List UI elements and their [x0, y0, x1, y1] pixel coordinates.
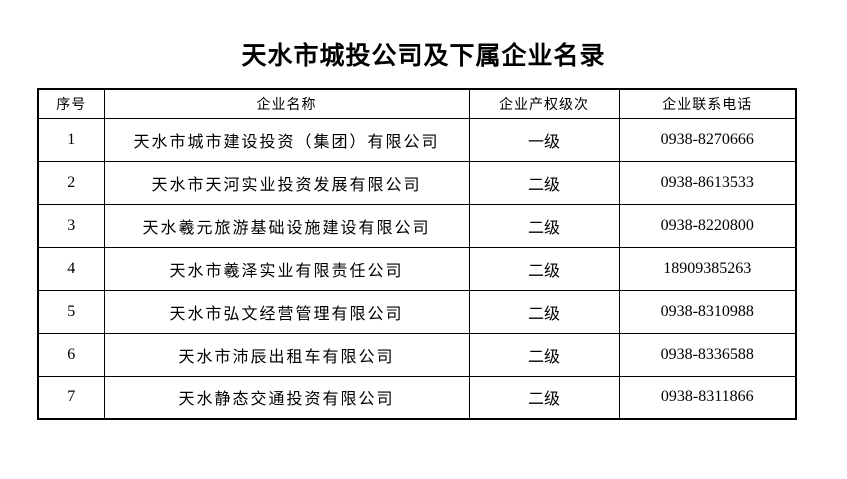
table-row: 2 天水市天河实业投资发展有限公司 二级 0938-8613533 — [37, 160, 797, 205]
cell-property-level: 二级 — [468, 375, 620, 420]
cell-contact-phone: 0938-8336588 — [618, 332, 797, 377]
cell-serial-number: 7 — [37, 375, 105, 420]
table-row: 7 天水静态交通投资有限公司 二级 0938-8311866 — [37, 375, 797, 420]
table-row: 1 天水市城市建设投资（集团）有限公司 一级 0938-8270666 — [37, 117, 797, 162]
cell-serial-number: 3 — [37, 203, 105, 248]
cell-serial-number: 5 — [37, 289, 105, 334]
table-row: 5 天水市弘文经营管理有限公司 二级 0938-8310988 — [37, 289, 797, 334]
cell-company-name: 天水市弘文经营管理有限公司 — [103, 289, 470, 334]
column-header-property-level: 企业产权级次 — [468, 88, 620, 119]
cell-company-name: 天水市羲泽实业有限责任公司 — [103, 246, 470, 291]
cell-contact-phone: 0938-8220800 — [618, 203, 797, 248]
cell-property-level: 二级 — [468, 160, 620, 205]
cell-contact-phone: 0938-8311866 — [618, 375, 797, 420]
cell-contact-phone: 0938-8310988 — [618, 289, 797, 334]
cell-serial-number: 6 — [37, 332, 105, 377]
cell-company-name: 天水市城市建设投资（集团）有限公司 — [103, 117, 470, 162]
table-row: 3 天水羲元旅游基础设施建设有限公司 二级 0938-8220800 — [37, 203, 797, 248]
cell-property-level: 二级 — [468, 332, 620, 377]
cell-property-level: 二级 — [468, 246, 620, 291]
company-directory-table: 序号 企业名称 企业产权级次 企业联系电话 1 天水市城市建设投资（集团）有限公… — [37, 88, 797, 420]
cell-company-name: 天水市天河实业投资发展有限公司 — [103, 160, 470, 205]
column-header-company-name: 企业名称 — [103, 88, 470, 119]
cell-company-name: 天水羲元旅游基础设施建设有限公司 — [103, 203, 470, 248]
cell-property-level: 一级 — [468, 117, 620, 162]
page-title: 天水市城投公司及下属企业名录 — [241, 41, 606, 70]
cell-company-name: 天水静态交通投资有限公司 — [103, 375, 470, 420]
column-header-serial-number: 序号 — [37, 88, 105, 119]
cell-company-name: 天水市沛辰出租车有限公司 — [103, 332, 470, 377]
table-row: 4 天水市羲泽实业有限责任公司 二级 18909385263 — [37, 246, 797, 291]
cell-property-level: 二级 — [468, 289, 620, 334]
column-header-contact-phone: 企业联系电话 — [618, 88, 797, 119]
cell-property-level: 二级 — [468, 203, 620, 248]
cell-serial-number: 4 — [37, 246, 105, 291]
cell-contact-phone: 0938-8270666 — [618, 117, 797, 162]
cell-serial-number: 1 — [37, 117, 105, 162]
cell-serial-number: 2 — [37, 160, 105, 205]
table-body: 1 天水市城市建设投资（集团）有限公司 一级 0938-8270666 2 天水… — [37, 117, 797, 420]
table-row: 6 天水市沛辰出租车有限公司 二级 0938-8336588 — [37, 332, 797, 377]
cell-contact-phone: 18909385263 — [618, 246, 797, 291]
cell-contact-phone: 0938-8613533 — [618, 160, 797, 205]
table-header-row: 序号 企业名称 企业产权级次 企业联系电话 — [37, 88, 797, 119]
